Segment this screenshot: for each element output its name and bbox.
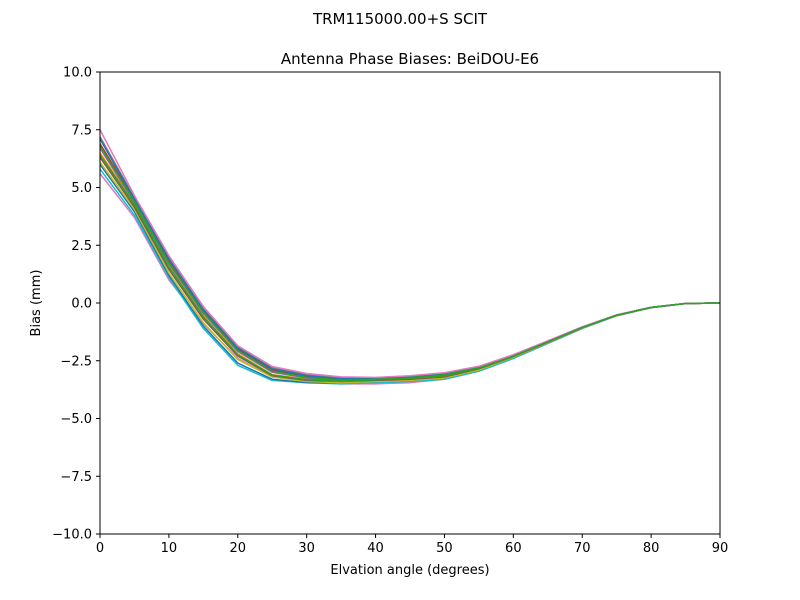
x-tick-label: 10: [161, 541, 178, 556]
figure-suptitle: TRM115000.00+S SCIT: [312, 10, 488, 28]
x-tick-label: 60: [505, 541, 522, 556]
x-tick-label: 0: [96, 541, 104, 556]
y-tick-label: 10.0: [63, 66, 92, 81]
x-tick-label: 80: [643, 541, 660, 556]
x-tick-label: 50: [436, 541, 453, 556]
x-tick-label: 90: [712, 541, 729, 556]
chart-title: Antenna Phase Biases: BeiDOU-E6: [281, 50, 539, 68]
x-tick-label: 20: [230, 541, 247, 556]
x-axis-label: Elvation angle (degrees): [330, 563, 489, 578]
x-tick-label: 30: [298, 541, 315, 556]
plot-area: [99, 71, 721, 535]
plot-background: [100, 72, 720, 534]
y-tick-label: 2.5: [71, 239, 92, 254]
x-tick-label: 70: [574, 541, 591, 556]
y-tick-label: −10.0: [52, 528, 92, 543]
series-line-12: [99, 154, 721, 382]
y-tick-label: −2.5: [60, 354, 92, 369]
y-tick-label: 7.5: [71, 123, 92, 138]
x-axis: 0 10 20 30 40 50 60 70 80 90: [96, 534, 728, 556]
y-axis-label: Bias (mm): [29, 270, 44, 337]
y-axis: −10.0 −7.5 −5.0 −2.5 0.0 2.5 5.0 7.5 10.0: [52, 66, 100, 543]
y-tick-label: −5.0: [60, 412, 92, 427]
y-tick-label: −7.5: [60, 470, 92, 485]
series-layer: [99, 129, 721, 385]
y-tick-label: 5.0: [71, 181, 92, 196]
x-tick-label: 40: [367, 541, 384, 556]
y-tick-label: 0.0: [71, 297, 92, 312]
